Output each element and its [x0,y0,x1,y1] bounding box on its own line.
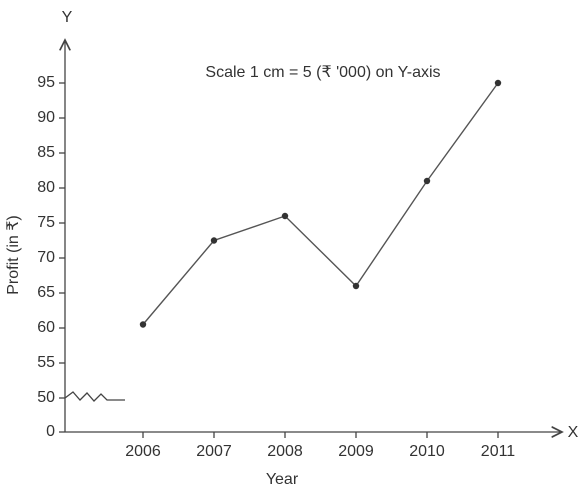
point [494,79,502,87]
x-tick-label: 2011 [481,443,516,460]
x-tick-label: 2010 [409,443,445,460]
x-tick-label: 2006 [125,443,161,460]
y-tick-label: 55 [37,354,55,371]
point [139,321,147,328]
point [281,212,289,220]
y-tick-label: 80 [37,179,55,196]
annotation: Scale 1 cm = 5 (₹ '000) on Y-axis [205,64,440,81]
point [210,237,218,244]
y-tick-label: 85 [37,144,55,161]
x-tick-label: 2008 [267,443,303,460]
y-tick-label: 50 [37,389,55,406]
point [423,177,431,185]
y-tick-label: 75 [37,214,55,231]
point [352,282,360,290]
x-axis-name: X [568,424,579,441]
x-axis-label: Year [266,471,299,488]
y-axis-name: Y [62,9,73,26]
y-tick-label: 60 [37,319,55,336]
y-tick-label: 95 [37,74,55,91]
x-tick-label: 2007 [196,443,232,460]
y-tick-label: 0 [46,423,55,440]
y-tick-label: 70 [37,249,55,266]
x-tick-label: 2009 [338,443,374,460]
line [142,82,499,325]
y-axis-label: Profit (in ₹) [5,215,22,295]
axis-break [64,391,125,402]
y-tick-label: 65 [37,284,55,301]
y-tick-label: 90 [37,109,55,126]
